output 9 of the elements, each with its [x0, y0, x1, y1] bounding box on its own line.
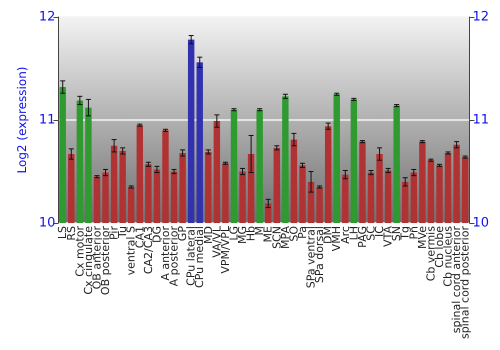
x-tick-label: A posterior: [168, 226, 181, 286]
y-tick-label: 12: [38, 10, 56, 24]
y-axis-title: Log2 (expression): [15, 66, 29, 174]
y-tick-label: 11: [38, 112, 56, 128]
x-tick-label: OB posterior: [99, 226, 112, 296]
y2-tick-label: 10: [472, 216, 490, 231]
y-tick-label: 10: [38, 216, 56, 231]
y2-tick-label: 11: [472, 112, 490, 128]
y2-tick-label: 12: [472, 10, 490, 24]
